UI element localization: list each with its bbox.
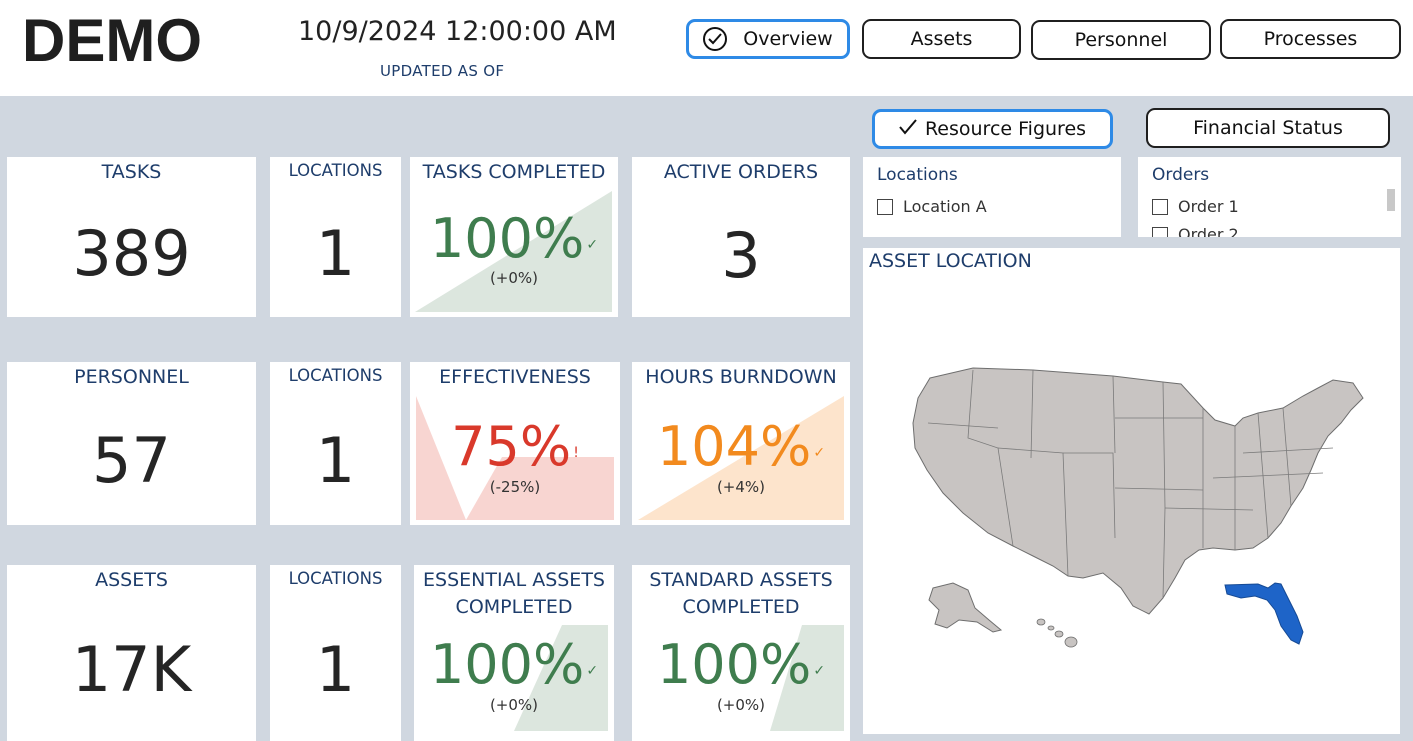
tasks-completed-title: TASKS COMPLETED (422, 161, 606, 183)
location-option[interactable]: Location A (877, 197, 987, 216)
standard-assets-delta: (+0%) (716, 696, 766, 714)
tasks-locations-value: 1 (315, 217, 356, 290)
hours-burndown-fill (638, 396, 844, 520)
effectiveness-card: EFFECTIVENESS 75%! (-25%) (410, 362, 620, 525)
tasks-completed-percent: 100% (429, 207, 585, 270)
nav-personnel-label: Personnel (1074, 29, 1168, 51)
tasks-completed-value: 100% ✓ (410, 209, 618, 269)
personnel-locations-value: 1 (315, 424, 356, 497)
checkmark-icon (899, 118, 917, 140)
essential-assets-fill (514, 625, 608, 731)
effectiveness-value: 75%! (410, 417, 620, 477)
essential-assets-title-line1: ESSENTIAL ASSETS (423, 569, 605, 591)
check-icon: ✓ (813, 445, 826, 461)
nav-processes-label: Processes (1263, 28, 1358, 50)
assets-locations-value: 1 (315, 633, 356, 706)
effectiveness-delta: (-25%) (489, 478, 541, 496)
active-orders-card: ACTIVE ORDERS 3 (632, 157, 850, 317)
tasks-completed-delta: (+0%) (489, 269, 539, 287)
order-option-label: Order 1 (1178, 197, 1239, 216)
orders-slicer: Orders Order 1 Order 2 (1138, 157, 1401, 237)
financial-status-button[interactable]: Financial Status (1146, 108, 1390, 148)
essential-assets-value: 100% ✓ (414, 635, 614, 695)
hours-burndown-value: 104% ✓ (632, 417, 850, 477)
standard-assets-value: 100% ✓ (632, 635, 850, 695)
effectiveness-percent: 75% (451, 415, 572, 478)
nav-assets-button[interactable]: Assets (862, 19, 1021, 59)
asset-location-map-card: ASSET LOCATION (863, 248, 1400, 734)
checkbox-icon[interactable] (1152, 226, 1168, 237)
personnel-card: PERSONNEL 57 (7, 362, 256, 525)
essential-assets-title-line2: COMPLETED (455, 596, 573, 618)
tasks-completed-card: TASKS COMPLETED 100% ✓ (+0%) (410, 157, 618, 317)
effectiveness-title: EFFECTIVENESS (439, 366, 591, 388)
standard-assets-fill (770, 625, 844, 731)
active-orders-value: 3 (721, 219, 761, 292)
us-mainland-shape (912, 367, 1364, 615)
tasks-card: TASKS 389 (7, 157, 256, 317)
nav-personnel-button[interactable]: Personnel (1031, 20, 1211, 60)
updated-label: UPDATED AS OF (380, 62, 505, 80)
personnel-locations-card: LOCATIONS 1 (270, 362, 401, 525)
personnel-value: 57 (92, 424, 171, 497)
hours-burndown-title: HOURS BURNDOWN (645, 366, 837, 388)
locations-slicer-title: Locations (877, 165, 958, 185)
standard-assets-card: STANDARD ASSETS COMPLETED 100% ✓ (+0%) (632, 565, 850, 741)
hours-burndown-card: HOURS BURNDOWN 104% ✓ (+4%) (632, 362, 850, 525)
nav-processes-button[interactable]: Processes (1220, 19, 1401, 59)
us-map[interactable] (863, 248, 1400, 734)
effectiveness-fill (416, 396, 614, 520)
assets-value: 17K (71, 633, 192, 706)
state-borders (927, 369, 1334, 599)
standard-assets-title-line1: STANDARD ASSETS (649, 569, 833, 591)
essential-assets-card: ESSENTIAL ASSETS COMPLETED 100% ✓ (+0%) (414, 565, 614, 741)
resource-figures-button[interactable]: Resource Figures (872, 109, 1113, 149)
hawaii-shape (1036, 618, 1078, 648)
active-orders-title: ACTIVE ORDERS (663, 161, 819, 183)
locations-slicer: Locations Location A (863, 157, 1121, 237)
tasks-title: TASKS (101, 161, 162, 183)
tasks-value: 389 (72, 217, 191, 290)
nav-overview-button[interactable]: Overview (686, 19, 850, 59)
tasks-locations-card: LOCATIONS 1 (270, 157, 401, 317)
check-icon: ✓ (586, 237, 599, 253)
standard-assets-title-line2: COMPLETED (682, 596, 800, 618)
brand-title: DEMO (22, 7, 202, 74)
essential-assets-delta: (+0%) (489, 696, 539, 714)
personnel-title: PERSONNEL (74, 366, 189, 388)
asset-location-title: ASSET LOCATION (869, 250, 1032, 272)
check-circle-icon (703, 27, 728, 51)
alaska-shape (928, 582, 1003, 633)
assets-locations-title: LOCATIONS (288, 569, 383, 588)
check-icon: ✓ (586, 663, 599, 679)
location-option-label: Location A (903, 197, 987, 216)
check-icon: ✓ (813, 663, 826, 679)
order-option[interactable]: Order 1 (1152, 197, 1239, 216)
florida-shape (1224, 582, 1304, 645)
checkbox-icon[interactable] (1152, 198, 1168, 215)
resource-figures-label: Resource Figures (924, 118, 1087, 140)
assets-title: ASSETS (95, 569, 168, 591)
order-option[interactable]: Order 2 (1152, 225, 1239, 237)
orders-slicer-title: Orders (1152, 165, 1210, 185)
order-option-label: Order 2 (1178, 225, 1239, 237)
assets-locations-card: LOCATIONS 1 (270, 565, 401, 741)
essential-assets-percent: 100% (429, 633, 585, 696)
hours-burndown-delta: (+4%) (716, 478, 766, 496)
alert-icon: ! (573, 445, 579, 461)
standard-assets-percent: 100% (656, 633, 812, 696)
orders-scrollbar[interactable] (1387, 189, 1395, 211)
tasks-locations-title: LOCATIONS (288, 161, 383, 180)
hours-burndown-percent: 104% (656, 415, 812, 478)
tasks-completed-fill (415, 191, 612, 312)
updated-datetime: 10/9/2024 12:00:00 AM (298, 16, 617, 47)
assets-card: ASSETS 17K (7, 565, 256, 741)
financial-status-label: Financial Status (1193, 117, 1343, 139)
nav-overview-label: Overview (743, 28, 833, 50)
personnel-locations-title: LOCATIONS (288, 366, 383, 385)
checkbox-icon[interactable] (877, 198, 893, 215)
nav-assets-label: Assets (910, 28, 973, 50)
